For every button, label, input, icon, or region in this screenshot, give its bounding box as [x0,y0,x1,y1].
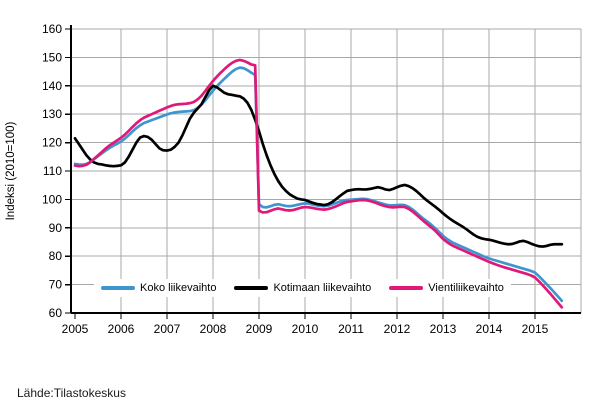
y-tick-label: 60 [49,306,63,320]
y-tick-label: 90 [49,221,63,235]
x-tick-label: 2014 [476,322,503,336]
x-tick-label: 2006 [108,322,135,336]
legend-swatch-icon [234,286,269,290]
x-tick-label: 2011 [338,322,364,336]
y-axis-title: Indeksi (2010=100) [5,121,17,220]
series-line-koko-liikevaihto [73,66,564,303]
legend-item-label: Koko liikevaihto [140,282,217,294]
x-tick-label: 2008 [200,322,227,336]
legend-item: Kotimaan liikevaihto [234,282,371,294]
x-tick-label: 2012 [384,322,411,336]
legend-item: Koko liikevaihto [101,282,216,294]
legend-swatch-icon [389,286,424,290]
chart-legend: Koko liikevaihto Kotimaan liikevaihto Vien… [94,279,511,297]
x-tick-label: 2010 [292,322,319,336]
legend-swatch-icon [101,286,135,290]
y-tick-label: 150 [42,50,62,64]
x-tick-label: 2005 [62,322,89,336]
x-tick-label: 2015 [522,322,549,336]
legend-item: Vientiliikevaihto [389,282,504,294]
source-note: Lähde:Tilastokeskus [17,386,126,400]
y-tick-label: 140 [42,79,62,93]
y-tick-label: 80 [49,249,63,263]
line-chart-plot: 60 70 80 90 100 110 120 130 140 150 160 2005 2006 200… [5,22,582,336]
x-tick-label: 2013 [430,322,457,336]
y-tick-label: 100 [42,192,62,206]
legend-item-label: Vientiliikevaihto [428,282,504,294]
series-line-vientiliikevaihto [73,58,564,309]
series-line-kotimaan-liikevaihto [73,84,564,248]
x-tick-label: 2009 [246,322,273,336]
y-tick-label: 110 [43,164,62,178]
y-tick-label: 130 [42,107,62,121]
legend-item-label: Kotimaan liikevaihto [273,282,372,294]
y-tick-label: 160 [42,22,62,36]
x-tick-label: 2007 [154,322,181,336]
y-tick-label: 120 [42,136,62,150]
y-tick-label: 70 [49,278,63,292]
